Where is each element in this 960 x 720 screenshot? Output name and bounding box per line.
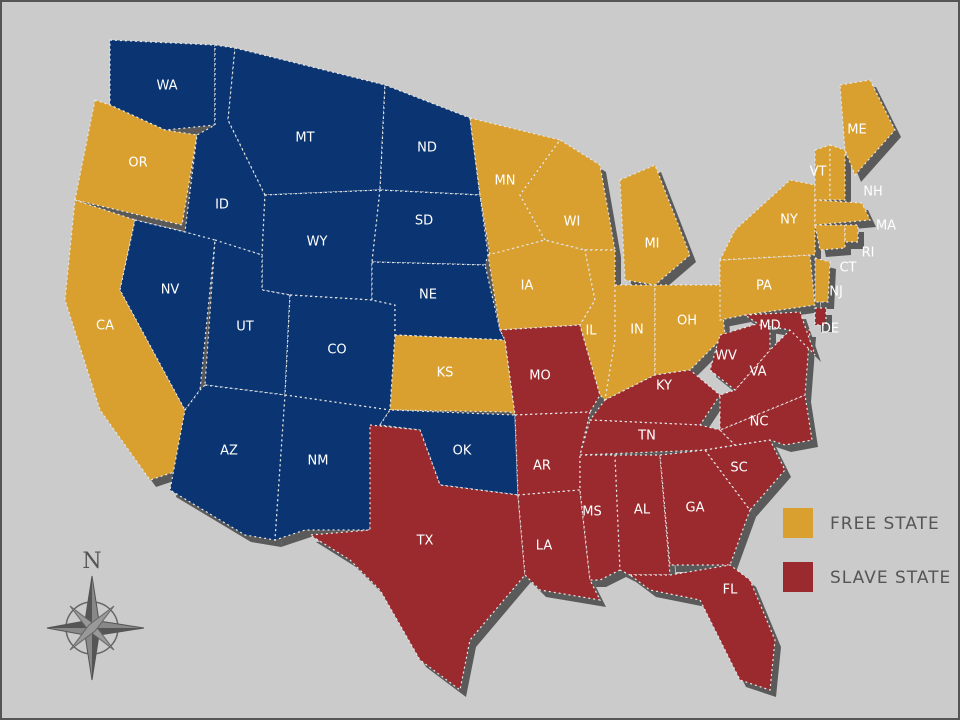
state-label: TX xyxy=(416,534,434,549)
state-label: IL xyxy=(585,324,597,339)
state-label: SC xyxy=(730,461,747,476)
state xyxy=(719,179,816,261)
state xyxy=(371,189,489,266)
state-label: IN xyxy=(630,323,644,338)
state-label: MD xyxy=(759,319,780,334)
state xyxy=(119,219,216,412)
state-label: VA xyxy=(750,365,767,380)
state-label: WA xyxy=(156,79,177,94)
state xyxy=(519,139,616,251)
state-label: AZ xyxy=(220,444,238,459)
state-label: IA xyxy=(521,279,534,294)
state xyxy=(844,224,859,243)
state xyxy=(814,224,846,251)
state-label: WI xyxy=(564,215,581,230)
state xyxy=(487,239,596,331)
state-label: GA xyxy=(686,501,705,516)
state xyxy=(389,334,516,417)
state-label: KS xyxy=(437,366,454,381)
compass-rose: N xyxy=(46,549,145,681)
compass-label: N xyxy=(82,549,101,574)
state-label: CA xyxy=(96,319,114,334)
state xyxy=(703,439,786,511)
state xyxy=(619,164,691,286)
state-label: RI xyxy=(862,246,875,261)
state-label: AL xyxy=(634,503,651,518)
state-label: WY xyxy=(307,235,328,250)
state-label: PA xyxy=(756,279,772,294)
state-label: NM xyxy=(308,454,329,469)
state xyxy=(839,79,896,177)
state xyxy=(709,319,771,391)
state-label: NH xyxy=(863,185,883,200)
state-label: NE xyxy=(419,288,437,303)
state-label: NJ xyxy=(829,285,843,300)
state-label: LA xyxy=(536,539,553,554)
state-label: MN xyxy=(495,174,516,189)
legend-label: FREE STATE xyxy=(830,514,940,534)
state xyxy=(227,47,386,196)
state xyxy=(517,489,602,601)
legend-swatch xyxy=(783,508,813,538)
state xyxy=(814,257,831,303)
state xyxy=(604,284,656,402)
state-label: MT xyxy=(295,131,314,146)
state xyxy=(659,449,751,566)
state-label: OK xyxy=(453,444,472,459)
state xyxy=(469,117,562,256)
state-label: ND xyxy=(417,141,437,156)
state xyxy=(814,199,871,226)
state xyxy=(308,424,526,692)
state xyxy=(743,311,816,356)
state xyxy=(829,144,846,201)
state xyxy=(814,307,827,326)
state xyxy=(204,239,291,396)
state-label: MI xyxy=(644,237,659,252)
state-label: CO xyxy=(327,343,346,358)
state-label: WV xyxy=(715,349,737,364)
state-label: MS xyxy=(582,505,601,520)
state xyxy=(654,284,726,376)
state-label: FL xyxy=(723,583,738,598)
state-labels: WA OR CA ID NV MT WY UT CO AZ NM ND SD NE KS OK TX MN IA MO… xyxy=(96,79,896,598)
state xyxy=(74,99,198,226)
state xyxy=(579,249,616,402)
states xyxy=(64,39,896,692)
state xyxy=(169,384,286,541)
state xyxy=(379,84,481,196)
state xyxy=(628,564,776,691)
state-label: OH xyxy=(677,314,697,329)
state-label: OR xyxy=(128,156,147,171)
state xyxy=(514,411,591,496)
state-label: NY xyxy=(780,213,798,228)
legend-swatch xyxy=(783,562,813,592)
state xyxy=(109,39,216,131)
state-label: MO xyxy=(529,369,550,384)
state-label: ME xyxy=(847,123,866,138)
state-label: KY xyxy=(656,379,672,394)
state-label: ID xyxy=(215,198,229,213)
state-label: UT xyxy=(236,320,254,335)
state-label: AR xyxy=(533,459,551,474)
state-label: DE xyxy=(821,322,839,337)
state-label: VT xyxy=(810,165,827,180)
legend-label: SLAVE STATE xyxy=(830,568,951,588)
state-label: NC xyxy=(750,415,769,430)
state-label: NV xyxy=(161,283,180,298)
legend: FREE STATE SLAVE STATE xyxy=(783,508,951,592)
state-label: CT xyxy=(839,261,856,276)
state-label: SD xyxy=(415,214,433,229)
state-label: TN xyxy=(637,429,656,444)
state xyxy=(719,329,811,431)
state-label: MA xyxy=(876,219,896,234)
